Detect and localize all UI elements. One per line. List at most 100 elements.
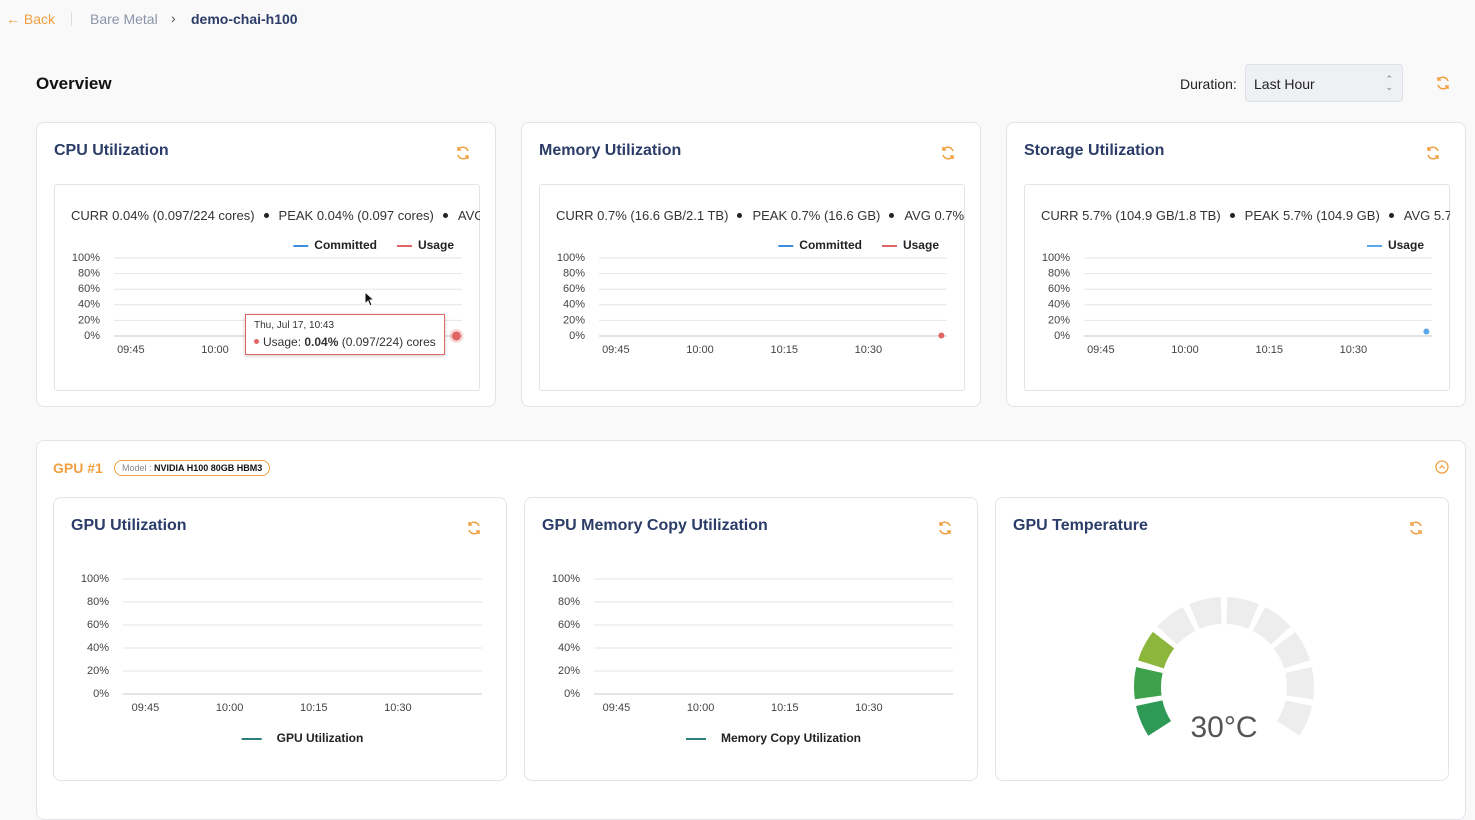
back-text[interactable]: Back: [23, 11, 56, 27]
data-point: [1423, 328, 1430, 335]
y-tick-label: 100%: [72, 252, 100, 264]
gpu-util-card: GPU Utilization 0% 20% 40% 60% 80% 100% 09:45 10…: [53, 497, 507, 781]
y-tick-label: 60%: [78, 283, 100, 295]
select-arrows: ⌃ ⌄: [1385, 74, 1393, 92]
tooltip-date: Thu, Jul 17, 10:43: [254, 320, 335, 331]
x-tick-label: 10:30: [855, 702, 883, 714]
y-tick-label: 80%: [78, 268, 100, 280]
chart: 0% 20% 40% 60% 80% 100% 09:45 10:00 10:15 10:30 GP…: [81, 573, 482, 745]
tooltip-dot: [254, 339, 259, 345]
duration-select[interactable]: Last Hour ⌃ ⌄: [1245, 64, 1403, 102]
gauge-segment: [1189, 597, 1222, 629]
y-tick-label: 20%: [87, 665, 109, 677]
y-tick-label: 40%: [1048, 299, 1070, 311]
gauge-segment: [1136, 700, 1172, 736]
chart: 0% 20% 40% 60% 80% 100% 09:45 10:00 10:15 10:30 Co…: [557, 238, 947, 356]
stats-line: CURR 0.7% (16.6 GB/2.1 TB) PEAK 0.7% (16.…: [556, 208, 965, 223]
breadcrumb-sep: ›: [171, 10, 176, 26]
x-tick-label: 09:45: [1087, 344, 1115, 356]
gauge-segment: [1285, 667, 1314, 700]
y-tick-label: 60%: [563, 283, 585, 295]
duration-value: Last Hour: [1254, 76, 1315, 92]
card-title: GPU Temperature: [1013, 517, 1148, 534]
x-tick-label: 10:00: [1171, 344, 1199, 356]
stat: CURR 0.04% (0.097/224 cores): [71, 208, 255, 223]
gpu-title: GPU #1: [53, 460, 103, 476]
chart-frame: [539, 184, 965, 391]
legend-label: Committed: [799, 238, 862, 252]
stat: AVG 0.04% (0.097 cores): [434, 208, 480, 223]
x-tick-label: 10:15: [771, 702, 799, 714]
breadcrumb-parent[interactable]: Bare Metal: [90, 11, 158, 27]
storage-card: Storage Utilization CURR 5.7% (104.9 GB/1…: [1006, 122, 1466, 407]
stat: PEAK 5.7% (104.9 GB): [1221, 208, 1380, 223]
refresh-all[interactable]: [1435, 75, 1451, 91]
model-label: Model :: [122, 463, 152, 473]
y-tick-label: 60%: [1048, 283, 1070, 295]
x-tick-label: 10:15: [300, 702, 328, 714]
card-title: CPU Utilization: [54, 142, 169, 159]
chart-frame: [1024, 184, 1450, 391]
legend-item: GPU Utilization: [241, 731, 364, 745]
stat: PEAK 0.7% (16.6 GB): [728, 208, 880, 223]
x-tick-label: 10:30: [855, 344, 883, 356]
gauge-segment: [1134, 667, 1163, 700]
gpu-temp-card: GPU Temperature 30°C: [995, 497, 1449, 781]
chart: 0% 20% 40% 60% 80% 100% 09:45 10:00 10:15 10:30 Me…: [552, 573, 953, 745]
stats-line: CURR 5.7% (104.9 GB/1.8 TB) PEAK 5.7% (10…: [1041, 208, 1450, 223]
x-tick-label: 10:15: [770, 344, 798, 356]
tooltip-row: Usage: 0.04% (0.097/224) cores: [254, 335, 436, 349]
y-tick-label: 40%: [78, 299, 100, 311]
collapse-icon[interactable]: [1435, 460, 1449, 474]
y-tick-label: 100%: [1042, 252, 1070, 264]
legend-label: Usage: [903, 238, 939, 252]
legend-item: Memory Copy Utilization: [685, 731, 861, 745]
y-tick-label: 0%: [569, 330, 585, 342]
y-tick-label: 100%: [557, 252, 585, 264]
mouse-cursor: [364, 291, 376, 307]
y-tick-label: 100%: [552, 573, 580, 585]
data-point: [451, 331, 461, 341]
card-title: GPU Utilization: [71, 517, 187, 534]
y-tick-label: 0%: [564, 688, 580, 700]
chart-frame: [54, 184, 480, 391]
tooltip: Thu, Jul 17, 10:43 Usage: 0.04% (0.097/22…: [245, 314, 445, 355]
stats-line: CURR 0.04% (0.097/224 cores) PEAK 0.04% (…: [71, 208, 480, 223]
data-point: [938, 332, 945, 339]
gpu-memcopy-card: GPU Memory Copy Utilization 0% 20% 40% 60% 80…: [524, 497, 978, 781]
y-tick-label: 0%: [93, 688, 109, 700]
x-tick-label: 09:45: [117, 344, 145, 356]
gauge-segment: [1138, 631, 1175, 669]
x-tick-label: 09:45: [603, 702, 631, 714]
breadcrumb-current: demo-chai-h100: [191, 11, 298, 27]
y-tick-label: 80%: [558, 596, 580, 608]
back-link[interactable]: ← Back: [6, 11, 56, 27]
y-tick-label: 20%: [563, 314, 585, 326]
memory-card: Memory Utilization CURR 0.7% (16.6 GB/2.1…: [521, 122, 981, 407]
gauge-segment: [1273, 631, 1310, 669]
y-tick-label: 80%: [1048, 268, 1070, 280]
tooltip-detail: (0.097/224) cores: [341, 335, 436, 349]
x-tick-label: 10:00: [216, 702, 244, 714]
legend-item: Usage: [396, 238, 454, 252]
stat: AVG 0.7% (16.6 GB): [880, 208, 965, 223]
model-badge: Model : NVIDIA H100 80GB HBM3: [114, 460, 271, 476]
y-tick-label: 60%: [87, 619, 109, 631]
x-tick-label: 09:45: [132, 702, 160, 714]
legend-label: GPU Utilization: [277, 731, 364, 745]
x-tick-label: 10:15: [1255, 344, 1283, 356]
x-tick-label: 10:00: [687, 702, 715, 714]
x-tick-label: 10:00: [686, 344, 714, 356]
model-name: NVIDIA H100 80GB HBM3: [154, 463, 263, 473]
y-tick-label: 0%: [84, 330, 100, 342]
stat: CURR 0.7% (16.6 GB/2.1 TB): [556, 208, 729, 223]
gauge-segment: [1226, 597, 1259, 629]
stat: PEAK 0.04% (0.097 cores): [255, 208, 434, 223]
legend-label: Committed: [314, 238, 377, 252]
legend-item: Usage: [881, 238, 939, 252]
tooltip-label: Usage:: [263, 335, 302, 349]
gauge-value: 30°C: [1190, 711, 1257, 744]
x-tick-label: 10:30: [1340, 344, 1368, 356]
y-tick-label: 40%: [87, 642, 109, 654]
x-tick-label: 10:30: [384, 702, 412, 714]
